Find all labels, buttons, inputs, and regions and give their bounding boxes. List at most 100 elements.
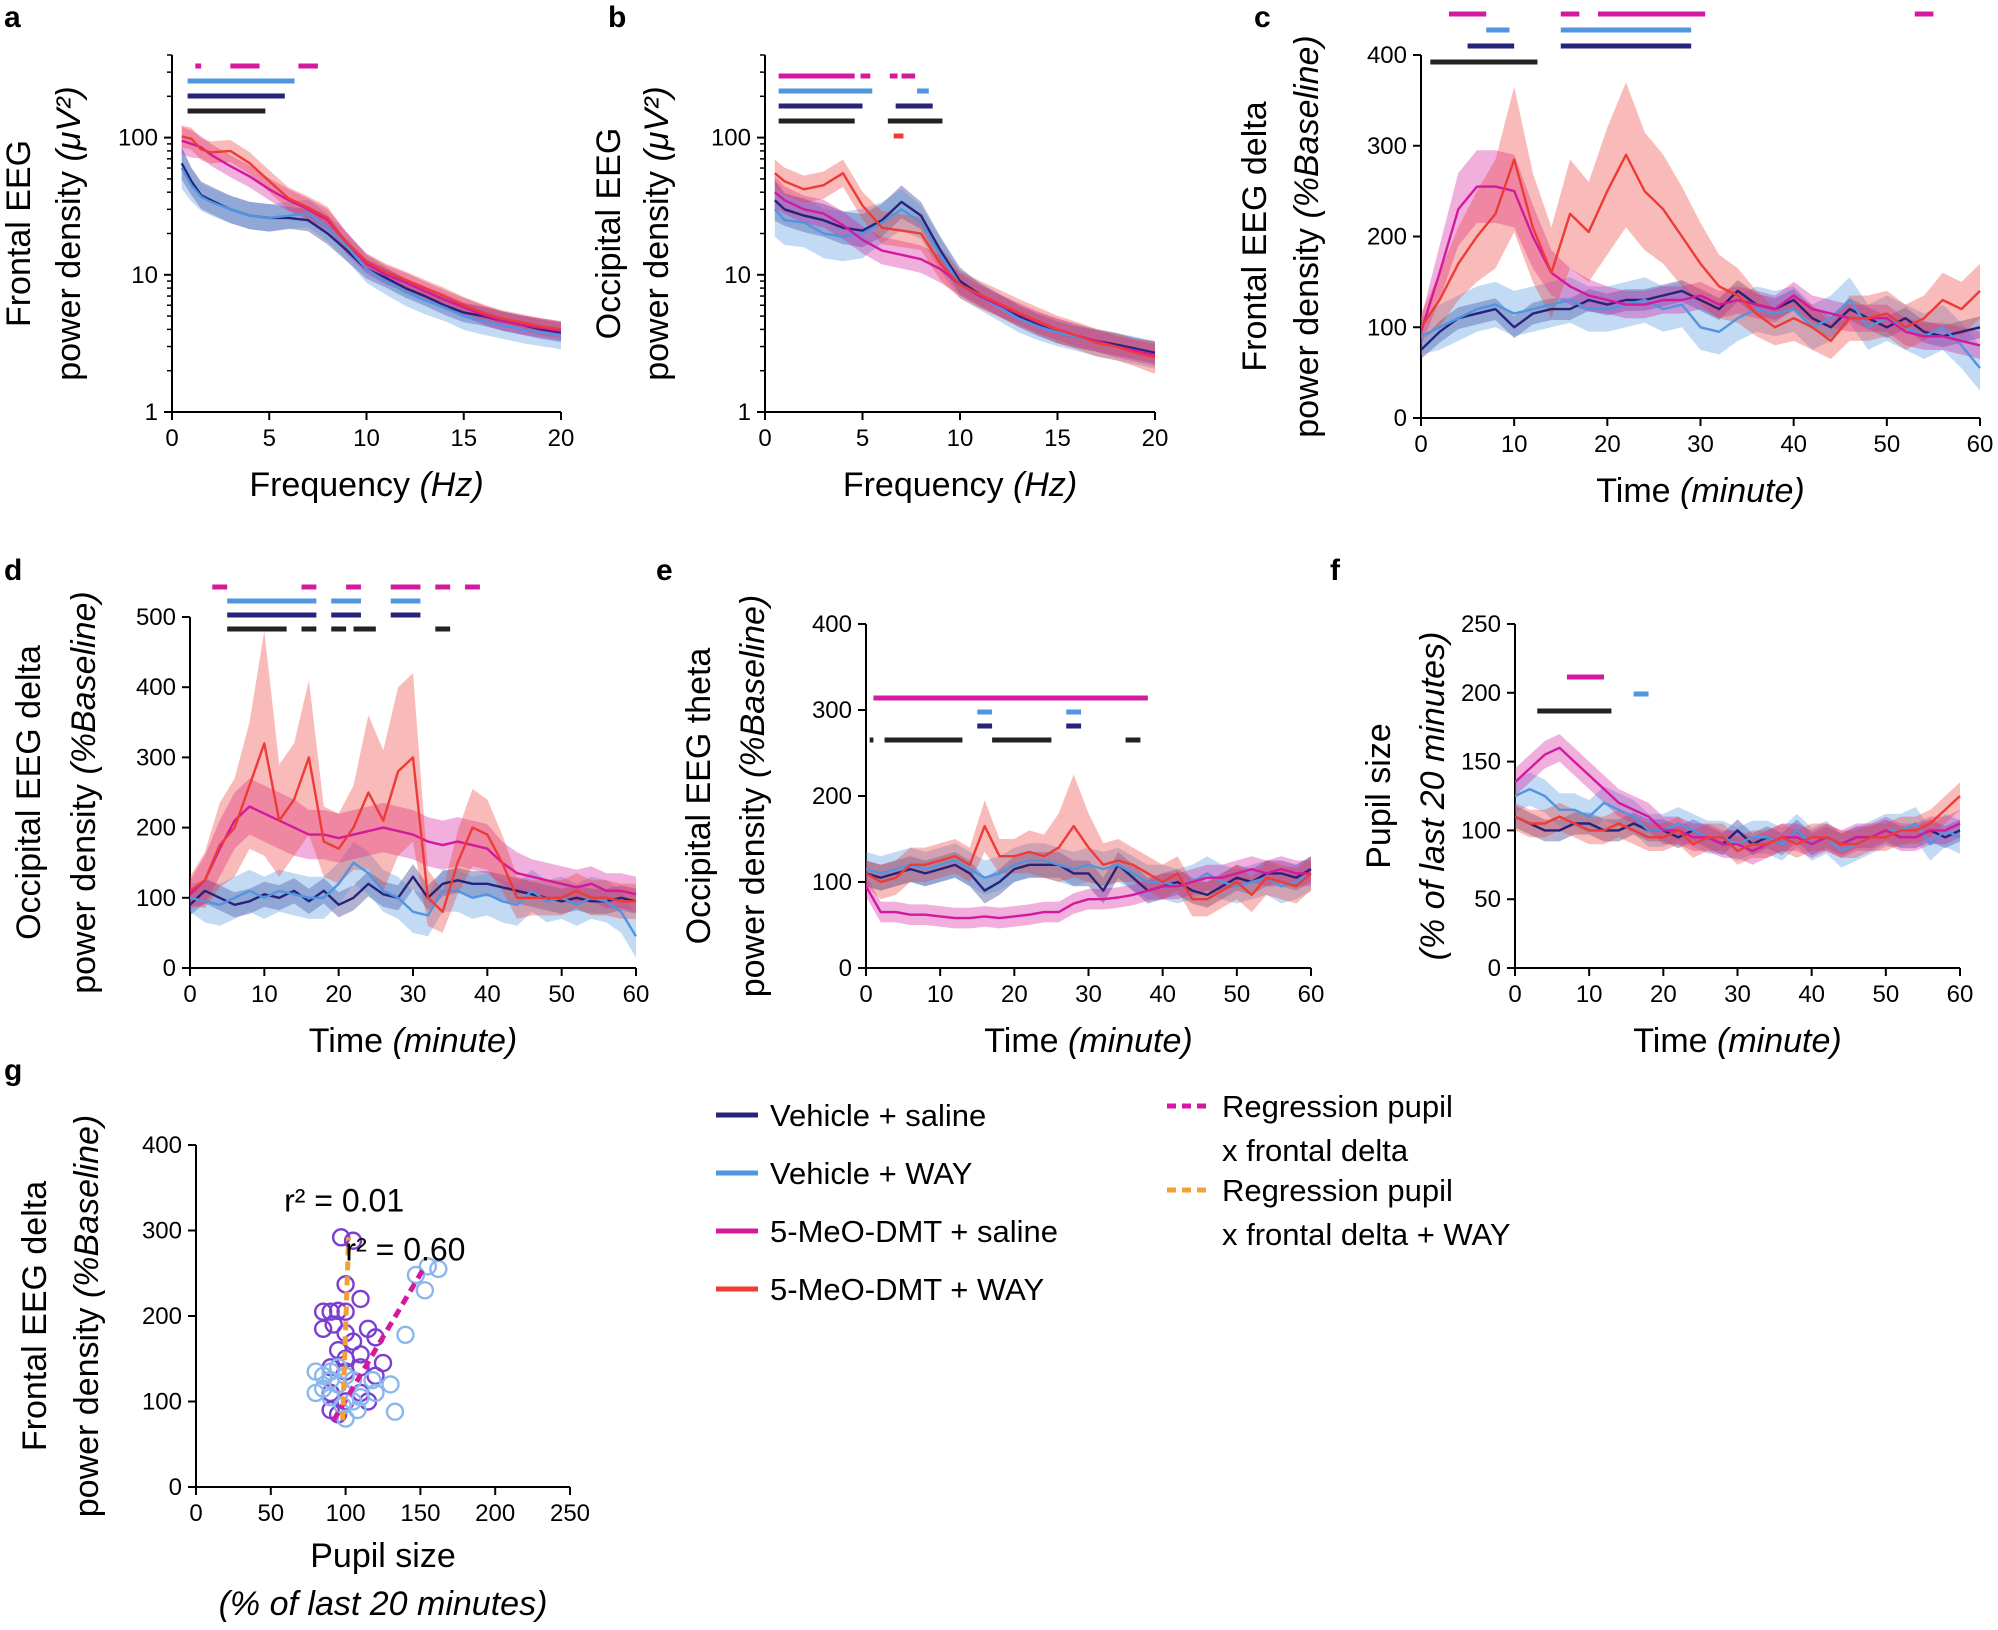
panel-letter: c: [1254, 1, 1271, 34]
panel-letter: e: [656, 554, 673, 587]
y-axis-label-line1: Frontal EEG delta: [16, 1181, 54, 1451]
x-axis-label: Pupil size: [310, 1537, 456, 1575]
scatter-point: [351, 1289, 370, 1309]
y-axis-label-text: power density: [50, 162, 88, 381]
regression-line: [340, 1237, 352, 1421]
scatter-point: [313, 1319, 333, 1339]
x-axis-label-unit: (Hz): [1013, 466, 1077, 504]
series-line-3: [1515, 795, 1961, 853]
x-axis-label-main: Time: [309, 1022, 393, 1060]
x-tick-label: 5: [263, 425, 276, 452]
series-band-3: [1421, 82, 1980, 359]
y-axis-label-text: Frontal EEG delta: [1236, 101, 1274, 371]
scatter-point: [429, 1259, 448, 1279]
scatter-point: [406, 1265, 426, 1285]
x-tick-label: 60: [1947, 981, 1974, 1008]
x-tick-label: 60: [1298, 981, 1325, 1008]
scatter-point: [385, 1402, 405, 1421]
series-line-0: [190, 875, 637, 906]
scatter-point: [321, 1388, 340, 1407]
r-squared-annotation: r² = 0.60: [345, 1231, 465, 1267]
series-line-2: [190, 805, 637, 896]
x-tick-label: 10: [353, 425, 380, 452]
series-band-3: [866, 774, 1311, 917]
scatter-point: [324, 1315, 343, 1334]
scatter-point: [336, 1409, 355, 1428]
y-tick-label: 500: [136, 604, 176, 631]
x-tick-label: 0: [183, 981, 196, 1008]
y-axis-label-text: (% of last 20 minutes): [1414, 632, 1452, 961]
legend-item-regression-pupil-delta-way: Regression pupil x frontal delta + WAY: [1167, 1173, 1511, 1252]
y-axis-label-line2: power density (%Baseline): [1288, 35, 1326, 438]
series-band-0: [1421, 280, 1980, 359]
series-band-2: [1421, 150, 1980, 359]
x-tick-label: 50: [1873, 431, 1900, 458]
scatter-point: [396, 1325, 415, 1345]
y-axis-label-line2: (% of last 20 minutes): [1414, 632, 1452, 961]
legend: Vehicle + saline Vehicle + WAY 5-MeO-DMT…: [716, 1089, 1511, 1307]
x-tick-label: 50: [257, 1500, 284, 1527]
scatter-point: [366, 1383, 385, 1403]
x-axis-label-unit: (minute): [1717, 1022, 1842, 1060]
y-tick-label: 50: [1474, 886, 1501, 913]
y-axis-label-line1: Frontal EEG: [0, 140, 38, 327]
y-axis-label-text: Frontal EEG: [0, 140, 38, 327]
legend-item-dmt-saline: 5-MeO-DMT + saline: [716, 1214, 1058, 1249]
x-tick-label: 10: [251, 981, 278, 1008]
y-axis-label-line1: Pupil size: [1360, 723, 1398, 869]
series-line-1: [866, 859, 1312, 888]
x-tick-label: 10: [1501, 431, 1528, 458]
legend-label: 5-MeO-DMT + saline: [770, 1214, 1058, 1249]
y-tick-label: 0: [839, 955, 852, 982]
legend-label: Regression pupil: [1222, 1173, 1453, 1208]
panel-letter: g: [4, 1054, 22, 1087]
y-tick-label: 0: [1394, 405, 1407, 432]
x-axis-label-unit: (minute): [1068, 1022, 1193, 1060]
x-tick-label: 0: [859, 981, 872, 1008]
x-tick-label: 30: [400, 981, 427, 1008]
y-axis-label-text: power density: [68, 1298, 106, 1517]
scatter-point: [351, 1345, 370, 1364]
x-tick-label: 20: [1650, 981, 1677, 1008]
x-tick-label: 60: [1967, 431, 1994, 458]
scatter-point: [415, 1281, 435, 1300]
y-axis-label-line2: power density (%Baseline): [65, 591, 103, 994]
x-tick-label: 20: [1594, 431, 1621, 458]
x-axis-label-main: Frequency: [249, 466, 419, 504]
y-tick-label: 200: [1461, 680, 1501, 707]
x-tick-label: 15: [1044, 425, 1071, 452]
y-tick-label: 400: [1367, 42, 1407, 69]
y-axis-label-text: Frontal EEG delta: [16, 1181, 54, 1451]
x-tick-label: 250: [550, 1500, 590, 1527]
panel-g: g 0 50 100 150 200 250 0 100 200 300 400 Pupil size (…: [4, 1054, 590, 1623]
y-tick-label: 1: [738, 399, 751, 426]
legend-label: Vehicle + WAY: [770, 1156, 972, 1191]
x-tick-label: 30: [1075, 981, 1102, 1008]
x-tick-label: 15: [450, 425, 477, 452]
y-tick-label: 400: [812, 611, 852, 638]
series-band-2: [866, 856, 1311, 929]
y-axis-label-unit: (%Baseline): [1288, 35, 1326, 218]
series-band-3: [181, 125, 561, 338]
legend-label: x frontal delta: [1222, 1133, 1409, 1168]
series-line-2: [181, 139, 562, 333]
y-axis-label-unit: (%Baseline): [65, 591, 103, 774]
series-line-3: [774, 171, 1156, 359]
legend-label: Regression pupil: [1222, 1089, 1453, 1124]
series-band-2: [1515, 734, 1960, 865]
x-axis-label: Time (minute): [1596, 472, 1804, 510]
y-axis-label-unit: (%Baseline): [734, 595, 772, 778]
x-axis-label-line2: (% of last 20 minutes): [219, 1585, 548, 1623]
series-line-3: [866, 824, 1312, 901]
y-tick-label: 100: [1461, 817, 1501, 844]
series-line-0: [1421, 289, 1981, 351]
x-tick-label: 30: [1687, 431, 1714, 458]
x-tick-label: 50: [1872, 981, 1899, 1008]
x-axis-label-unit: (Hz): [419, 466, 483, 504]
series-line-0: [180, 162, 562, 334]
y-tick-label: 0: [1488, 955, 1501, 982]
x-tick-label: 20: [548, 425, 575, 452]
x-tick-label: 60: [623, 981, 650, 1008]
panel-letter: a: [4, 1, 21, 34]
series-band-2: [181, 126, 561, 341]
